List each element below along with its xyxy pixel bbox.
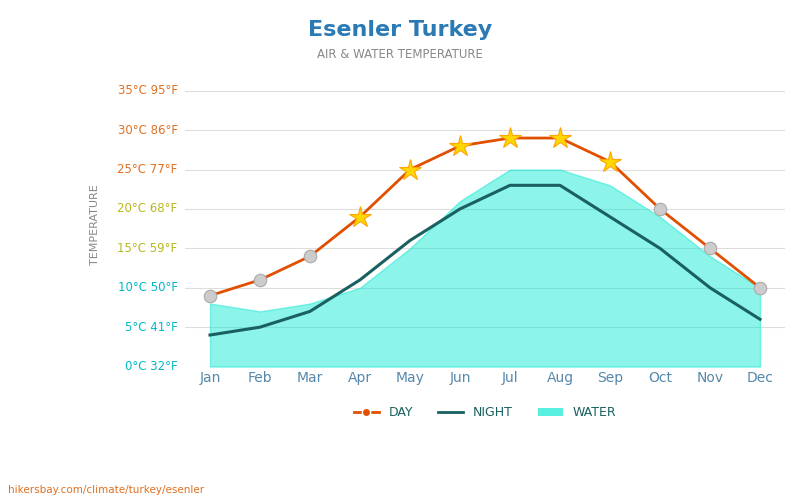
- Text: Esenler Turkey: Esenler Turkey: [308, 20, 492, 40]
- Text: 30°C 86°F: 30°C 86°F: [118, 124, 178, 136]
- Text: 5°C 41°F: 5°C 41°F: [125, 320, 178, 334]
- Text: TEMPERATURE: TEMPERATURE: [90, 184, 100, 265]
- Text: 35°C 95°F: 35°C 95°F: [118, 84, 178, 98]
- Text: AIR & WATER TEMPERATURE: AIR & WATER TEMPERATURE: [317, 48, 483, 60]
- Text: 0°C 32°F: 0°C 32°F: [125, 360, 178, 373]
- Text: 25°C 77°F: 25°C 77°F: [118, 163, 178, 176]
- Text: 20°C 68°F: 20°C 68°F: [118, 202, 178, 215]
- Text: hikersbay.com/climate/turkey/esenler: hikersbay.com/climate/turkey/esenler: [8, 485, 204, 495]
- Text: 10°C 50°F: 10°C 50°F: [118, 282, 178, 294]
- Text: 15°C 59°F: 15°C 59°F: [118, 242, 178, 255]
- Legend: DAY, NIGHT, WATER: DAY, NIGHT, WATER: [349, 402, 622, 424]
